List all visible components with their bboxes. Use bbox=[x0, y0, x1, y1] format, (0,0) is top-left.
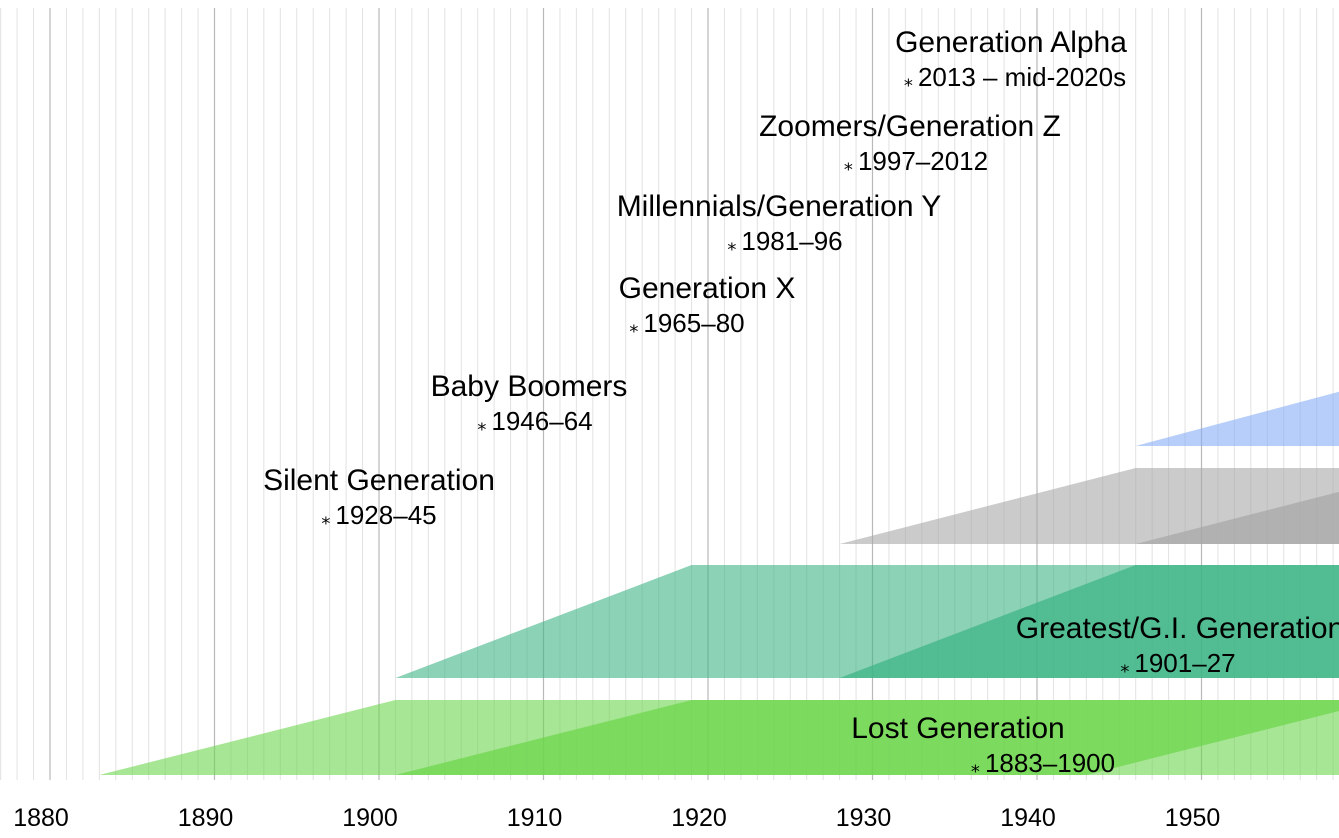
years-text: 1928–45 bbox=[335, 500, 436, 530]
band-dark-segment bbox=[395, 700, 1339, 775]
label-baby-boomers: Baby Boomers⁎ 1946–64 bbox=[431, 370, 628, 436]
x-axis-tick-labels: 1880 1890 1900 1910 1920 1930 1940 1950 bbox=[13, 804, 1220, 832]
generation-name: Millennials/Generation Y bbox=[617, 190, 942, 223]
band-light-segment bbox=[1135, 391, 1339, 446]
tick-label-1950: 1950 bbox=[1165, 804, 1221, 832]
band-dark-segment bbox=[1135, 491, 1339, 544]
years-text: 1883–1900 bbox=[985, 748, 1115, 778]
years-text: 1901–27 bbox=[1134, 648, 1235, 678]
label-greatest-g-i-generation: Greatest/G.I. Generation⁎ 1901–27 bbox=[1016, 612, 1339, 678]
generation-name: Baby Boomers bbox=[431, 370, 628, 403]
years-text: 1997–2012 bbox=[858, 146, 988, 176]
band-lost-generation bbox=[99, 700, 1339, 775]
generation-years: ⁎ 2013 – mid-2020s bbox=[904, 62, 1126, 92]
label-generation-alpha: Generation Alpha⁎ 2013 – mid-2020s bbox=[895, 26, 1127, 92]
generation-name: Generation X bbox=[619, 272, 796, 305]
generation-name: Generation Alpha bbox=[895, 26, 1127, 59]
generation-name: Lost Generation bbox=[851, 712, 1064, 745]
bullet-icon: ⁎ bbox=[629, 316, 643, 336]
label-lost-generation: Lost Generation⁎ 1883–1900 bbox=[851, 712, 1115, 778]
bullet-icon: ⁎ bbox=[904, 70, 918, 90]
bullet-icon: ⁎ bbox=[727, 234, 741, 254]
label-generation-x: Generation X⁎ 1965–80 bbox=[619, 272, 796, 338]
tick-label-1900: 1900 bbox=[342, 804, 398, 832]
generation-name: Zoomers/Generation Z bbox=[759, 110, 1061, 143]
years-text: 1946–64 bbox=[491, 406, 592, 436]
tick-label-1920: 1920 bbox=[671, 804, 727, 832]
generation-years: ⁎ 1997–2012 bbox=[844, 146, 988, 176]
tick-label-1930: 1930 bbox=[836, 804, 892, 832]
bullet-icon: ⁎ bbox=[844, 154, 858, 174]
tick-label-1940: 1940 bbox=[1000, 804, 1056, 832]
bullet-icon: ⁎ bbox=[321, 508, 335, 528]
generation-years: ⁎ 1883–1900 bbox=[971, 748, 1115, 778]
label-zoomers-generation-z: Zoomers/Generation Z⁎ 1997–2012 bbox=[759, 110, 1061, 176]
generation-years: ⁎ 1928–45 bbox=[321, 500, 436, 530]
generation-years: ⁎ 1946–64 bbox=[477, 406, 592, 436]
generation-years: ⁎ 1965–80 bbox=[629, 308, 744, 338]
bullet-icon: ⁎ bbox=[971, 756, 985, 776]
generation-years: ⁎ 1981–96 bbox=[727, 226, 842, 256]
generation-labels: Lost Generation⁎ 1883–1900Greatest/G.I. … bbox=[263, 26, 1339, 778]
years-text: 2013 – mid-2020s bbox=[918, 62, 1126, 92]
label-silent-generation: Silent Generation⁎ 1928–45 bbox=[263, 464, 495, 530]
band-silent-generation bbox=[839, 468, 1339, 544]
tick-label-1890: 1890 bbox=[178, 804, 234, 832]
band-baby-boomers bbox=[1135, 391, 1339, 446]
years-text: 1981–96 bbox=[741, 226, 842, 256]
band-greatest-g-i-generation bbox=[395, 565, 1339, 678]
generation-name: Silent Generation bbox=[263, 464, 495, 497]
generation-years: ⁎ 1901–27 bbox=[1120, 648, 1235, 678]
bullet-icon: ⁎ bbox=[477, 414, 491, 434]
generation-name: Greatest/G.I. Generation bbox=[1016, 612, 1339, 645]
tick-label-1880: 1880 bbox=[13, 804, 69, 832]
label-millennials-generation-y: Millennials/Generation Y⁎ 1981–96 bbox=[617, 190, 942, 256]
generation-bands bbox=[99, 391, 1339, 775]
tick-label-1910: 1910 bbox=[507, 804, 563, 832]
bullet-icon: ⁎ bbox=[1120, 656, 1134, 676]
years-text: 1965–80 bbox=[643, 308, 744, 338]
band-dark-segment bbox=[839, 565, 1339, 678]
